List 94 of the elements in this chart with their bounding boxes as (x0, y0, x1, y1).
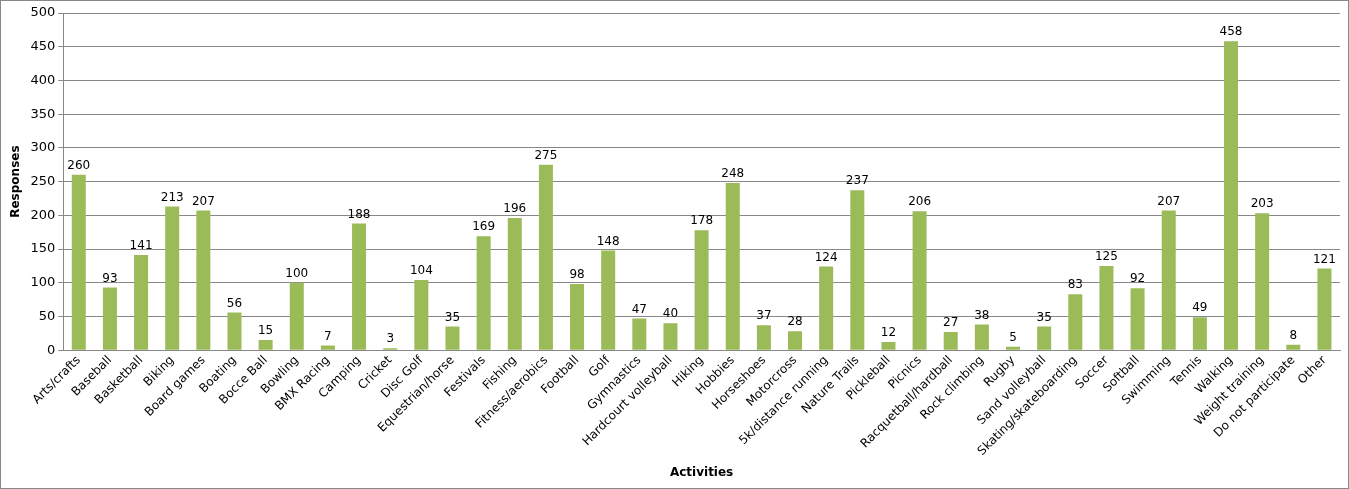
bar (102, 287, 117, 350)
data-label: 15 (257, 323, 274, 338)
data-label: 125 (1094, 249, 1118, 264)
bar (632, 318, 647, 350)
bar (165, 206, 180, 350)
bar (663, 323, 678, 350)
data-label: 124 (814, 249, 838, 264)
bar (538, 164, 553, 350)
bar (1192, 317, 1207, 350)
bar (507, 218, 522, 350)
y-tick-label: 250 (30, 172, 56, 188)
data-label: 237 (845, 173, 869, 188)
bar (881, 342, 896, 350)
data-label: 83 (1067, 277, 1083, 292)
data-label: 100 (285, 265, 309, 280)
bar (476, 236, 491, 350)
bar (320, 345, 335, 350)
data-label: 93 (102, 270, 118, 285)
y-tick-label: 450 (30, 38, 56, 54)
y-tick-label: 200 (30, 206, 56, 222)
bar (943, 331, 958, 350)
data-label: 40 (662, 306, 679, 321)
data-label: 148 (596, 233, 620, 248)
data-label: 28 (787, 314, 803, 329)
bar (756, 325, 771, 350)
data-label: 8 (1289, 327, 1298, 342)
data-label: 7 (324, 328, 332, 343)
bar (912, 211, 927, 350)
bar (227, 312, 242, 350)
data-label: 206 (908, 194, 932, 209)
bar (1130, 288, 1145, 350)
data-label: 213 (160, 189, 184, 204)
bar (352, 223, 367, 350)
bar (1037, 326, 1052, 350)
bar (196, 210, 211, 350)
y-tick-label: 150 (30, 240, 56, 256)
y-tick-label: 400 (30, 71, 56, 87)
y-axis-title: Responses (8, 145, 23, 218)
bar (570, 284, 585, 350)
y-tick-label: 0 (46, 341, 56, 357)
data-label: 49 (1192, 300, 1208, 315)
data-label: 188 (347, 206, 371, 221)
data-label: 92 (1129, 271, 1146, 286)
data-label: 207 (191, 193, 215, 208)
bar (71, 174, 86, 350)
data-label: 27 (943, 315, 959, 330)
bar (1317, 268, 1332, 350)
data-label: 98 (569, 267, 585, 282)
bar (601, 250, 616, 350)
bar (258, 340, 273, 350)
bar (445, 326, 460, 350)
data-label: 3 (386, 331, 395, 346)
bar (1161, 210, 1176, 350)
data-label: 38 (974, 307, 990, 322)
data-label: 121 (1312, 251, 1336, 266)
data-label: 178 (690, 213, 714, 228)
data-label: 12 (880, 325, 897, 340)
bar (819, 266, 834, 350)
bar (289, 282, 304, 350)
bar (414, 280, 429, 350)
bar (1068, 294, 1083, 350)
y-tick-label: 500 (30, 4, 56, 20)
y-tick-label: 100 (30, 274, 56, 290)
bar (1286, 344, 1301, 350)
bar (725, 182, 740, 350)
y-tick-label: 350 (30, 105, 56, 121)
data-label: 169 (472, 219, 496, 234)
bar (788, 331, 803, 350)
x-axis-title: Activities (669, 464, 734, 479)
data-label: 275 (534, 147, 558, 162)
data-label: 260 (67, 157, 91, 172)
data-label: 207 (1157, 193, 1181, 208)
data-label: 35 (444, 309, 461, 324)
data-label: 47 (631, 301, 647, 316)
bar (1224, 41, 1239, 350)
y-tick-label: 300 (30, 139, 56, 155)
data-label: 5 (1009, 329, 1017, 344)
data-label: 37 (756, 308, 772, 323)
data-label: 458 (1219, 24, 1243, 39)
data-label: 141 (129, 238, 153, 253)
bar (850, 190, 865, 350)
bar (1255, 213, 1270, 350)
bar (694, 230, 709, 350)
data-label: 196 (503, 201, 527, 216)
bar (1099, 265, 1114, 350)
bar (1006, 346, 1021, 350)
data-label: 104 (409, 263, 433, 278)
data-label: 56 (226, 295, 243, 310)
data-label: 203 (1250, 196, 1274, 211)
data-label: 248 (721, 166, 745, 181)
y-tick-label: 50 (38, 307, 56, 323)
bar (134, 255, 149, 350)
data-label: 35 (1036, 309, 1052, 324)
bar (974, 324, 989, 350)
